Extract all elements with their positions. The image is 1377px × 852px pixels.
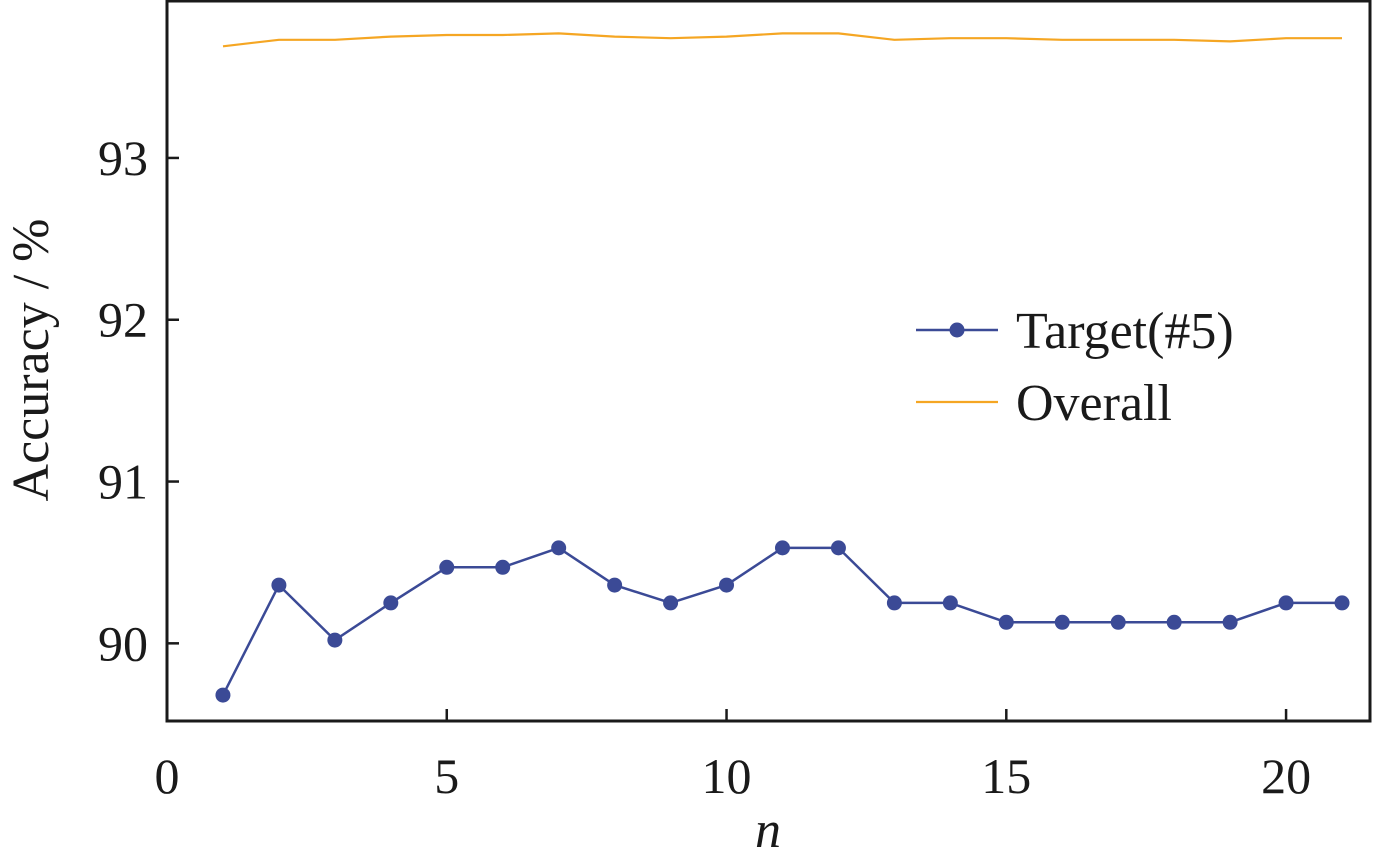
series-line-overall <box>222 32 1342 48</box>
y-tick-label: 92 <box>98 292 148 348</box>
data-point-target-5 <box>1110 614 1126 630</box>
x-tick-label: 15 <box>981 748 1031 804</box>
x-tick-label: 10 <box>702 748 752 804</box>
axis-ticks: 0 5 10 15 20 90 91 92 93 <box>98 130 1311 804</box>
y-tick-label: 90 <box>98 615 148 671</box>
x-tick-label: 20 <box>1261 748 1311 804</box>
data-point-target-5 <box>886 595 902 611</box>
data-point-target-5 <box>607 577 623 593</box>
data-point-target-5 <box>383 595 399 611</box>
y-tick-label: 91 <box>98 454 148 510</box>
data-point-target-5 <box>830 540 846 556</box>
x-axis-title: n <box>755 802 781 852</box>
data-point-target-5 <box>942 595 958 611</box>
series-layer <box>215 32 1350 703</box>
x-tick-label: 0 <box>155 748 180 804</box>
data-point-target-5 <box>719 577 735 593</box>
data-point-target-5 <box>1166 614 1182 630</box>
data-point-target-5 <box>495 559 511 575</box>
data-point-target-5 <box>998 614 1014 630</box>
data-point-target-5 <box>1334 595 1350 611</box>
y-axis-title: Accuracy / % <box>3 219 60 502</box>
data-point-target-5 <box>1054 614 1070 630</box>
legend-label: Overall <box>1016 375 1172 432</box>
data-point-target-5 <box>439 559 455 575</box>
x-tick-label: 5 <box>434 748 459 804</box>
series-overall <box>222 32 1342 48</box>
data-point-target-5 <box>215 687 231 703</box>
legend-label: Target(#5) <box>1016 303 1234 360</box>
series-target-5 <box>215 540 1350 703</box>
data-point-target-5 <box>663 595 679 611</box>
legend-marker <box>949 322 965 338</box>
data-point-target-5 <box>774 540 790 556</box>
data-point-target-5 <box>551 540 567 556</box>
data-point-target-5 <box>327 632 343 648</box>
data-point-target-5 <box>1278 595 1294 611</box>
legend: Target(#5) Overall <box>916 303 1234 432</box>
legend-item-target-5: Target(#5) <box>916 303 1234 360</box>
legend-item-overall: Overall <box>916 375 1172 432</box>
y-tick-label: 93 <box>98 130 148 186</box>
data-point-target-5 <box>1222 614 1238 630</box>
data-point-target-5 <box>271 577 287 593</box>
plot-frame <box>165 0 1372 723</box>
